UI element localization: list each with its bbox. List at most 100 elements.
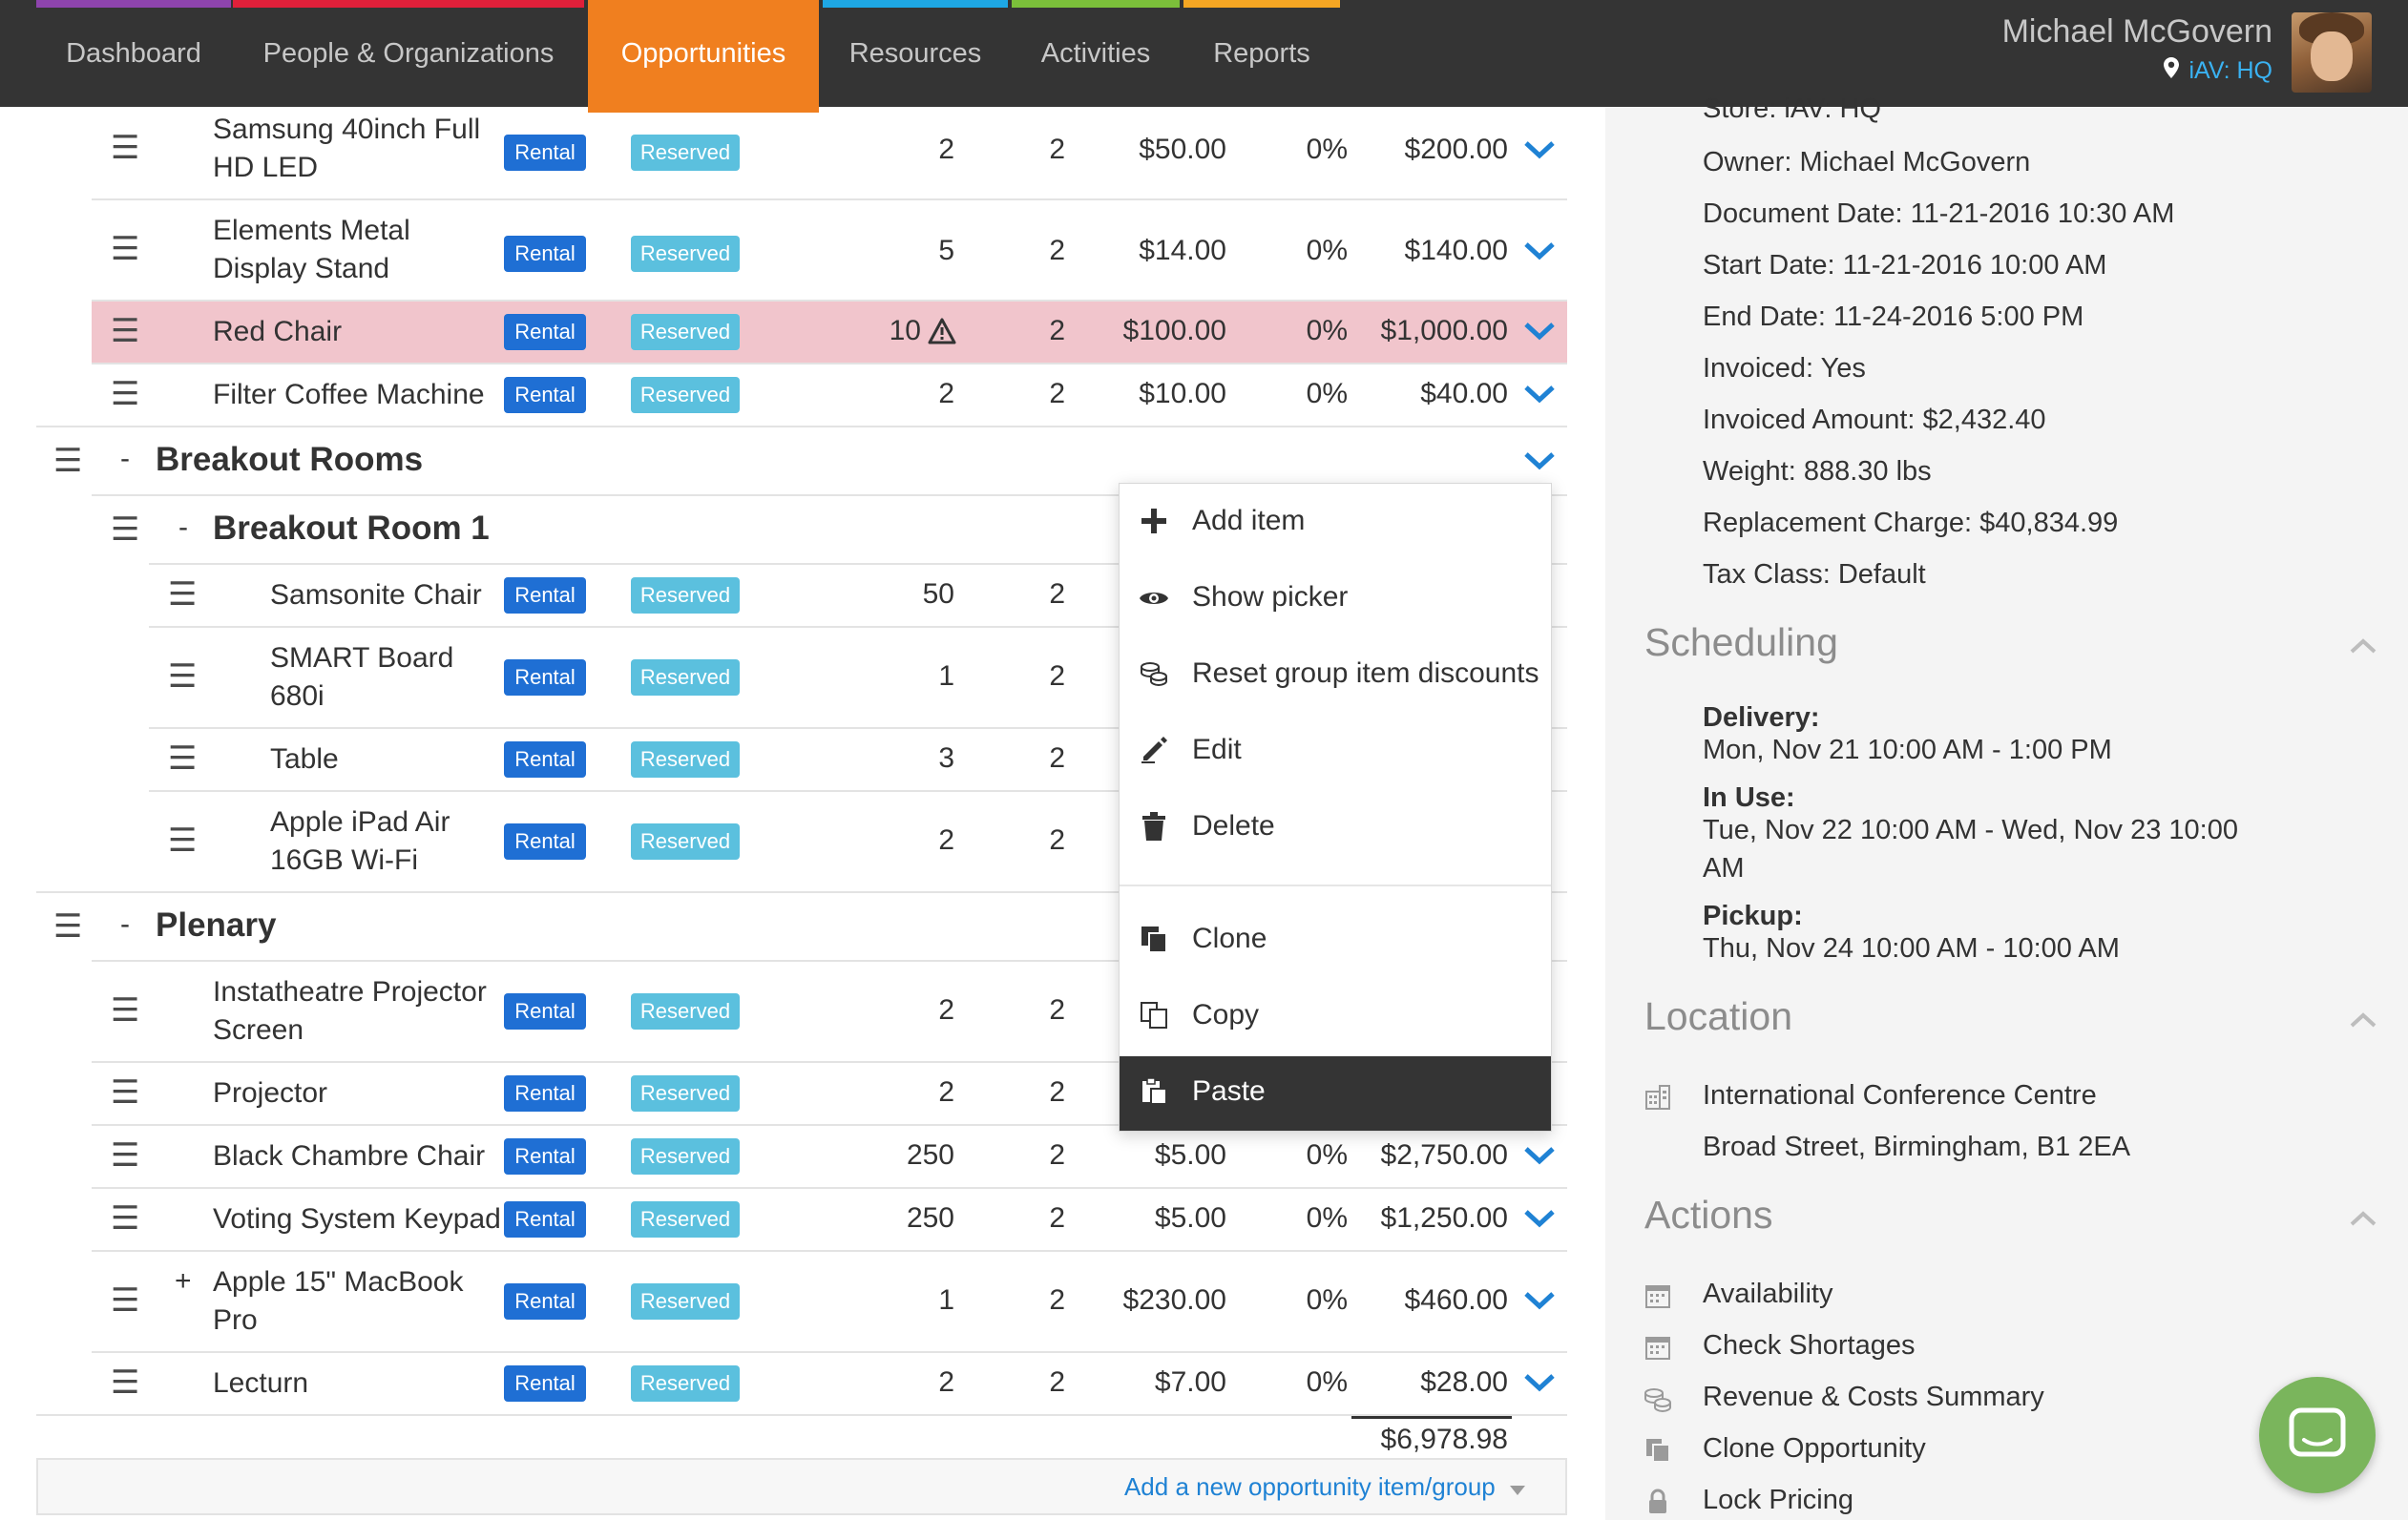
drag-handle-icon[interactable]: ☰ xyxy=(53,443,83,479)
chevron-down-icon[interactable] xyxy=(1523,450,1556,471)
item-name-line1[interactable]: Instatheatre Projector xyxy=(213,976,487,1008)
table-row[interactable]: ☰ Lecturn Rental Reserved 2 2 $7.00 0% $… xyxy=(0,1353,1603,1414)
item-name-line2[interactable]: 680i xyxy=(270,680,325,712)
chat-launcher-button[interactable] xyxy=(2259,1377,2376,1493)
group-name[interactable]: Breakout Room 1 xyxy=(213,510,490,547)
menu-item-show-picker[interactable]: Show picker xyxy=(1120,562,1551,636)
coins-icon xyxy=(1137,659,1171,694)
drag-handle-icon[interactable]: ☰ xyxy=(168,740,198,777)
menu-item-paste[interactable]: Paste xyxy=(1120,1056,1551,1131)
item-name-line2[interactable]: Pro xyxy=(213,1304,258,1336)
drag-handle-icon[interactable]: ☰ xyxy=(168,822,198,859)
drag-handle-icon[interactable]: ☰ xyxy=(168,576,198,613)
collapse-group-toggle[interactable]: - xyxy=(120,443,130,474)
item-name[interactable]: Filter Coffee Machine xyxy=(213,379,485,410)
menu-item-copy[interactable]: Copy xyxy=(1120,980,1551,1054)
drag-handle-icon[interactable]: ☰ xyxy=(111,376,140,412)
drag-handle-icon[interactable]: ☰ xyxy=(168,658,198,695)
chevron-down-icon[interactable] xyxy=(1523,1372,1556,1393)
group-row-breakout-room-1[interactable]: ☰ - Breakout Room 1 xyxy=(0,496,1603,563)
chevron-down-icon[interactable] xyxy=(1523,139,1556,160)
group-row-breakout-rooms[interactable]: ☰ - Breakout Rooms xyxy=(0,427,1603,494)
item-name-line2[interactable]: HD LED xyxy=(213,152,319,183)
drag-handle-icon[interactable]: ☰ xyxy=(111,313,140,349)
item-name[interactable]: Lecturn xyxy=(213,1367,309,1399)
chevron-down-icon[interactable] xyxy=(1523,1145,1556,1166)
tab-reports[interactable]: Reports xyxy=(1183,0,1340,107)
table-row[interactable]: ☰ Samsung 40inch Full HD LED Rental Rese… xyxy=(0,107,1603,198)
group-name[interactable]: Plenary xyxy=(156,906,277,944)
venue-name[interactable]: International Conference Centre xyxy=(1703,1080,2097,1111)
table-row[interactable]: ☰ Instatheatre Projector Screen Rental R… xyxy=(0,962,1603,1061)
tab-opportunities[interactable]: Opportunities xyxy=(588,0,819,113)
table-row[interactable]: ☰ + Apple 15" MacBook Pro Rental Reserve… xyxy=(0,1252,1603,1351)
drag-handle-icon[interactable]: ☰ xyxy=(111,1137,140,1174)
section-title-scheduling[interactable]: Scheduling xyxy=(1644,620,1838,664)
item-name-line2[interactable]: Screen xyxy=(213,1014,304,1046)
row-divider xyxy=(92,1250,1567,1252)
avatar[interactable] xyxy=(2292,12,2372,93)
menu-item-delete[interactable]: Delete xyxy=(1120,791,1551,865)
chevron-down-icon[interactable] xyxy=(1523,321,1556,342)
table-row[interactable]: ☰ Filter Coffee Machine Rental Reserved … xyxy=(0,364,1603,426)
add-opportunity-item-link[interactable]: Add a new opportunity item/group xyxy=(1124,1472,1525,1502)
item-name-line1[interactable]: Samsung 40inch Full xyxy=(213,114,481,145)
section-title-actions[interactable]: Actions xyxy=(1644,1193,1773,1237)
drag-handle-icon[interactable]: ☰ xyxy=(111,511,140,548)
table-row[interactable]: ☰ Projector Rental Reserved 2 2 xyxy=(0,1063,1603,1124)
drag-handle-icon[interactable]: ☰ xyxy=(111,130,140,166)
tab-activities[interactable]: Activities xyxy=(1012,0,1180,107)
drag-handle-icon[interactable]: ☰ xyxy=(111,1200,140,1237)
table-row[interactable]: ☰ Voting System Keypad Rental Reserved 2… xyxy=(0,1189,1603,1250)
menu-item-reset-discounts[interactable]: Reset group item discounts xyxy=(1120,638,1551,713)
table-row[interactable]: ☰ Black Chambre Chair Rental Reserved 25… xyxy=(0,1126,1603,1187)
chevron-up-icon[interactable] xyxy=(2349,1210,2377,1227)
chevron-down-icon[interactable] xyxy=(1523,384,1556,405)
table-row[interactable]: ☰ Table Rental Reserved 3 2 xyxy=(0,729,1603,790)
chevron-down-icon[interactable] xyxy=(1523,1208,1556,1229)
collapse-group-toggle[interactable]: - xyxy=(178,511,188,543)
item-name-line1[interactable]: Apple iPad Air xyxy=(270,806,450,838)
section-title-location[interactable]: Location xyxy=(1644,994,1793,1038)
drag-handle-icon[interactable]: ☰ xyxy=(111,1364,140,1401)
drag-handle-icon[interactable]: ☰ xyxy=(111,1074,140,1111)
item-name[interactable]: Samsonite Chair xyxy=(270,579,482,611)
menu-item-clone[interactable]: Clone xyxy=(1120,904,1551,978)
item-name[interactable]: Projector xyxy=(213,1077,328,1109)
item-name[interactable]: Black Chambre Chair xyxy=(213,1140,486,1172)
user-name[interactable]: Michael McGovern xyxy=(2001,13,2272,50)
tab-people-organizations[interactable]: People & Organizations xyxy=(233,0,584,107)
menu-item-add-item[interactable]: Add item xyxy=(1120,486,1551,560)
row-divider xyxy=(92,1351,1567,1353)
item-name[interactable]: Table xyxy=(270,743,339,775)
item-name-line2[interactable]: 16GB Wi-Fi xyxy=(270,844,419,876)
chevron-down-icon[interactable] xyxy=(1523,1290,1556,1311)
table-row[interactable]: ☰ Elements Metal Display Stand Rental Re… xyxy=(0,200,1603,300)
item-name-line2[interactable]: Display Stand xyxy=(213,253,390,284)
chevron-up-icon[interactable] xyxy=(2349,637,2377,655)
drag-handle-icon[interactable]: ☰ xyxy=(111,1282,140,1319)
table-row[interactable]: ☰ Samsonite Chair Rental Reserved 50 2 xyxy=(0,565,1603,626)
drag-handle-icon[interactable]: ☰ xyxy=(53,908,83,945)
table-row[interactable]: ☰ Red Chair Rental Reserved 10 2 $100.00… xyxy=(0,302,1603,363)
item-name-line1[interactable]: Apple 15" MacBook xyxy=(213,1266,464,1298)
item-name[interactable]: Red Chair xyxy=(213,316,343,347)
group-name[interactable]: Breakout Rooms xyxy=(156,441,424,478)
drag-handle-icon[interactable]: ☰ xyxy=(111,992,140,1029)
chevron-down-icon[interactable] xyxy=(1523,240,1556,261)
drag-handle-icon[interactable]: ☰ xyxy=(111,231,140,267)
warning-icon[interactable] xyxy=(928,318,956,344)
expand-item-toggle[interactable]: + xyxy=(175,1265,192,1297)
table-row[interactable]: ☰ Apple iPad Air 16GB Wi-Fi Rental Reser… xyxy=(0,792,1603,891)
chevron-up-icon[interactable] xyxy=(2349,1011,2377,1029)
group-row-plenary[interactable]: ☰ - Plenary xyxy=(0,893,1603,960)
item-name-line1[interactable]: Elements Metal xyxy=(213,215,410,246)
tab-dashboard[interactable]: Dashboard xyxy=(36,0,231,107)
menu-item-edit[interactable]: Edit xyxy=(1120,715,1551,789)
store-selector[interactable]: iAV: HQ xyxy=(2164,57,2272,85)
collapse-group-toggle[interactable]: - xyxy=(120,908,130,940)
table-row[interactable]: ☰ SMART Board 680i Rental Reserved 1 2 xyxy=(0,628,1603,727)
tab-resources[interactable]: Resources xyxy=(823,0,1008,107)
item-name[interactable]: Voting System Keypad xyxy=(213,1203,501,1235)
item-name-line1[interactable]: SMART Board xyxy=(270,642,454,674)
